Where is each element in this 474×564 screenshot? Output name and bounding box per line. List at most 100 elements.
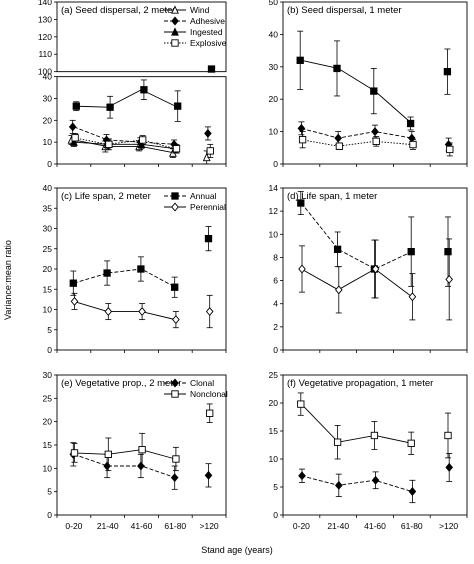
panel-a-ytick-label: 110	[38, 49, 52, 59]
panel-c-legend-label: Annual	[190, 191, 217, 201]
panel-b-series-line	[301, 59, 413, 124]
panel-b-data-point	[297, 123, 306, 133]
panel-f-xtick-label: 21-40	[327, 521, 349, 531]
panel-c-data-point	[172, 315, 180, 325]
panel-e-ytick-label: 15	[43, 440, 53, 450]
panel-f-ytick-label: 0	[273, 510, 278, 520]
panel-e-xtick-label: 61-80	[164, 521, 186, 531]
panel-a-series-line	[73, 89, 176, 108]
panel-a-data-point	[140, 86, 148, 94]
panel-d-ytick-label: 6	[273, 276, 278, 286]
panel-e-ytick-label: 25	[43, 393, 53, 403]
panel-a-data-point	[106, 103, 114, 111]
panel-d-series-1	[298, 238, 453, 321]
panel-e-legend-label: Nonclonal	[190, 389, 228, 399]
panel-f-ytick-label: 20	[269, 398, 279, 408]
panel-f-data-point	[408, 486, 417, 496]
panel-a-ytick-label: 10	[43, 137, 53, 147]
panel-f-xtick-label: 61-80	[401, 521, 423, 531]
panel-b-data-point	[408, 133, 416, 143]
panel-b-data-point	[372, 137, 380, 145]
panel-a-data-point	[105, 140, 113, 148]
panel-e-xtick-label: 21-40	[97, 521, 119, 531]
panel-d: 0 2 4 6 8 10 12 14 (d) Life span, 1 meter	[269, 183, 468, 355]
panel-b-data-point	[298, 136, 307, 144]
panel-b-data-point	[443, 68, 452, 76]
panel-a-title: (a) Seed dispersal, 2 meter	[61, 5, 176, 16]
panel-c-ytick-label: 15	[43, 284, 53, 294]
panel-c-legend-marker	[171, 202, 179, 212]
panel-c-ytick-label: 5	[47, 325, 52, 335]
panel-a-legend-label: Ingested	[190, 27, 223, 37]
panel-f-frame	[282, 374, 468, 516]
panel-a-data-point	[172, 145, 181, 153]
panel-a-data-point	[204, 128, 212, 138]
panel-b-frame	[282, 1, 468, 165]
panel-f-series-0	[297, 392, 452, 460]
panel-c-legend-label: Perennial	[190, 202, 226, 212]
x-axis-label: Stand age (years)	[201, 545, 273, 555]
panel-f-data-point	[371, 475, 380, 485]
panel-a-series-line	[73, 141, 176, 150]
panel-a-data-point	[72, 102, 80, 110]
panel-f-xtick-label: 0-20	[293, 521, 310, 531]
panel-b: 0 10 20 30 40 50 (b) Seed dispersal, 1 meter	[269, 0, 468, 169]
panel-f-data-point	[444, 431, 452, 440]
panel-a-series-line	[73, 126, 176, 145]
panel-e-xtick-label: >120	[200, 521, 219, 531]
panel-e-legend-label: Clonal	[190, 378, 214, 388]
panel-c-ytick-label: 20	[43, 264, 53, 274]
panel-e-ytick-label: 30	[43, 370, 53, 380]
panel-d-data-point	[371, 264, 380, 274]
panel-b-data-point	[446, 145, 454, 154]
panel-a-ytick-label: 120	[38, 32, 52, 42]
panel-c-data-point	[137, 265, 145, 273]
panel-d-ytick-label: 12	[269, 206, 279, 216]
panel-a-data-point	[68, 122, 77, 132]
panel-a-legend-marker	[171, 5, 179, 14]
panel-c-data-point	[171, 283, 179, 291]
panel-a-ytick-label: 140	[38, 0, 52, 7]
panel-f-ytick-label: 5	[273, 482, 278, 492]
panel-c-title: (c) Life span, 2 meter	[61, 191, 151, 202]
panel-b-series-2	[298, 131, 454, 157]
panel-b-ytick-label: 30	[269, 62, 279, 72]
panel-a-data-point	[207, 65, 216, 73]
panel-b-ytick-label: 20	[269, 94, 279, 104]
panel-a-ytick-label: 40	[43, 72, 53, 82]
panel-c-data-point	[104, 307, 113, 317]
panel-f-data-point	[445, 462, 453, 472]
panel-d-data-point	[445, 274, 453, 284]
panel-d-ytick-label: 10	[269, 229, 279, 239]
panel-e-data-point	[70, 449, 79, 457]
panel-b-data-point	[370, 87, 378, 95]
panel-b-ytick-label: 0	[273, 159, 278, 169]
panel-a-legend-label: Wind	[190, 5, 210, 15]
panel-a-series-line	[73, 137, 176, 150]
panel-a-legend-marker	[171, 16, 179, 26]
panel-b-series-line	[301, 139, 412, 147]
panel-d-data-point	[444, 247, 452, 256]
panel-e-ytick-label: 20	[43, 417, 53, 427]
panel-e-data-point	[170, 473, 179, 483]
panel-e: 0 5 10 15 20 25 30 0-20 21-40 41-60 61-80 >120 (e) V…	[43, 370, 228, 531]
panel-f-ytick-label: 10	[269, 454, 279, 464]
panel-a-legend-marker	[171, 39, 179, 47]
panel-c-ytick-label: 30	[43, 224, 53, 234]
panel-e-xtick-label: 0-20	[65, 521, 82, 531]
panel-a-legend-label: Explosive	[190, 38, 227, 48]
panel-f: 0 5 10 15 20 25 0-20 21-40 41-60 61-80 >120 (f) Veg…	[269, 370, 468, 531]
panel-e-ytick-label: 5	[47, 487, 52, 497]
panel-b-title: (b) Seed dispersal, 1 meter	[287, 5, 402, 16]
panel-e-data-point	[138, 446, 146, 454]
panel-a-data-point	[71, 134, 79, 142]
panel-c-series-1	[70, 292, 214, 329]
panel-f-ytick-label: 25	[269, 370, 279, 380]
panel-e-data-point	[104, 450, 112, 458]
panel-c-ytick-label: 10	[43, 305, 53, 315]
panel-b-ytick-label: 40	[269, 29, 279, 39]
panel-a-data-point	[139, 136, 147, 144]
panel-b-series-line	[301, 127, 412, 139]
